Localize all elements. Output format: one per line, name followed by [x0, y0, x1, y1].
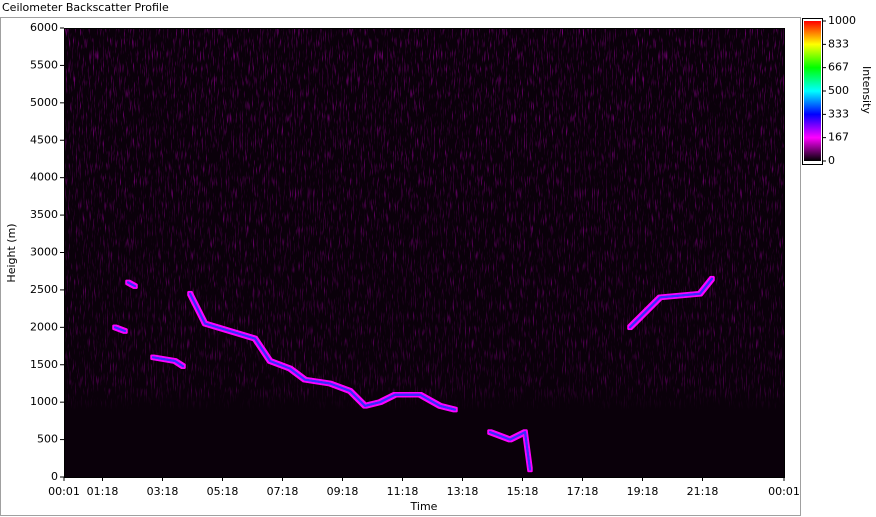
- y-tick-label: 2000: [30, 320, 58, 333]
- x-tick-label: 09:18: [327, 485, 359, 498]
- y-tick-label: 6000: [30, 21, 58, 34]
- backscatter-layer: [113, 277, 714, 471]
- chart-title: Ceilometer Backscatter Profile: [2, 1, 169, 14]
- y-tick-label: 3000: [30, 246, 58, 259]
- y-tick-label: 2500: [30, 283, 58, 296]
- colorbar-tick-label: 500: [828, 84, 849, 97]
- y-tick-label: 1000: [30, 395, 58, 408]
- y-tick-label: 500: [37, 433, 58, 446]
- x-axis-label: Time: [410, 500, 438, 513]
- x-tick-label: 17:18: [567, 485, 599, 498]
- y-tick-label: 4500: [30, 133, 58, 146]
- y-tick-label: 0: [51, 470, 58, 483]
- x-tick-label: 07:18: [267, 485, 299, 498]
- x-tick-label: 11:18: [387, 485, 419, 498]
- x-tick-label: 00:01: [48, 485, 80, 498]
- colorbar: [804, 21, 821, 161]
- colorbar-tick-label: 0: [828, 154, 835, 167]
- plot-border: [64, 28, 785, 478]
- x-tick-label: 05:18: [207, 485, 239, 498]
- y-tick-label: 4000: [30, 171, 58, 184]
- y-axis-label: Height (m): [5, 223, 18, 282]
- x-tick-label: 13:18: [447, 485, 479, 498]
- colorbar-tick-label: 667: [828, 61, 849, 74]
- colorbar-tick-label: 333: [828, 107, 849, 120]
- x-tick-label: 19:18: [627, 485, 659, 498]
- x-tick-label: 03:18: [147, 485, 179, 498]
- backscatter-texture: [64, 28, 785, 478]
- x-tick-label: 01:18: [87, 485, 119, 498]
- x-tick-label: 21:18: [687, 485, 719, 498]
- y-tick-label: 1500: [30, 358, 58, 371]
- y-tick-label: 5500: [30, 58, 58, 71]
- x-tick-label: 00:01: [768, 485, 800, 498]
- colorbar-label: Intensity: [860, 66, 873, 114]
- colorbar-tick-label: 1000: [828, 14, 856, 27]
- colorbar-tick-label: 833: [828, 37, 849, 50]
- y-tick-label: 5000: [30, 96, 58, 109]
- y-tick-label: 3500: [30, 208, 58, 221]
- x-tick-label: 15:18: [507, 485, 539, 498]
- colorbar-tick-label: 167: [828, 131, 849, 144]
